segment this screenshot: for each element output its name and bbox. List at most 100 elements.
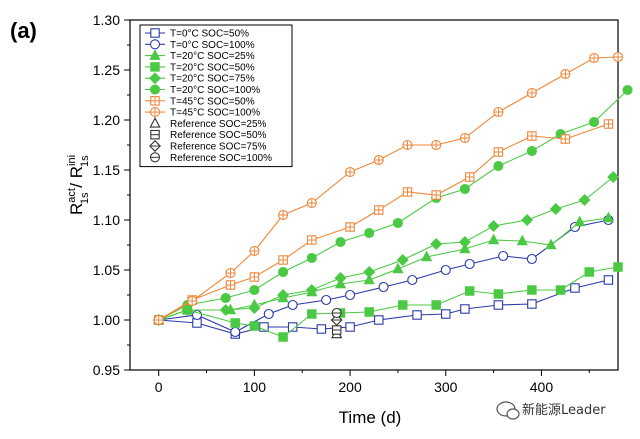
- data-point: [493, 289, 504, 299]
- legend-label: T=20°C SOC=25%: [170, 51, 255, 62]
- data-point: [149, 84, 161, 95]
- data-point: [487, 233, 500, 245]
- marker-shape: [230, 318, 241, 328]
- data-point: [493, 300, 504, 310]
- data-point: [549, 203, 562, 215]
- data-point: [493, 106, 504, 118]
- marker-shape: [555, 285, 566, 295]
- marker-shape: [574, 215, 586, 227]
- y-tick-label: 1.20: [93, 112, 120, 128]
- data-point: [334, 272, 347, 284]
- marker-shape: [397, 300, 408, 310]
- data-point: [602, 211, 615, 223]
- data-point: [396, 254, 409, 266]
- marker-shape: [392, 262, 404, 274]
- data-point: [153, 314, 164, 326]
- legend-label: T=0°C SOC=50%: [170, 29, 249, 40]
- data-point: [306, 197, 317, 209]
- legend-item: T=45°C SOC=100%: [145, 107, 260, 119]
- marker-shape: [335, 236, 346, 248]
- marker-shape: [364, 227, 375, 239]
- marker-shape: [345, 289, 356, 301]
- marker-shape: [249, 284, 260, 296]
- series-6: [153, 119, 614, 325]
- y-axis-title-main: R: [67, 203, 86, 215]
- marker-shape: [263, 308, 274, 320]
- y-tick-label: 1.30: [93, 12, 120, 28]
- data-point: [431, 190, 441, 200]
- plot-area: 0.95 1.00 1.05 1.10 1.15 1.20 1.25 1.30 0 100 200 3…: [93, 12, 633, 395]
- legend-label: T=20°C SOC=50%: [170, 62, 255, 73]
- marker-shape: [460, 304, 470, 314]
- legend-label: T=20°C SOC=75%: [170, 74, 255, 85]
- data-point: [493, 147, 504, 157]
- data-point: [305, 284, 318, 296]
- data-point: [493, 160, 504, 172]
- data-point: [192, 318, 202, 328]
- marker-shape: [493, 300, 504, 310]
- data-point: [331, 325, 342, 335]
- marker-shape: [378, 281, 389, 293]
- data-point: [392, 262, 404, 274]
- data-point: [421, 250, 433, 262]
- series-line: [158, 89, 628, 321]
- data-point: [526, 87, 537, 99]
- marker-shape: [278, 332, 288, 342]
- marker-shape: [396, 254, 409, 266]
- data-point: [364, 227, 375, 239]
- data-point: [316, 324, 327, 334]
- y-axis-title-sup2: ini: [66, 155, 78, 166]
- marker-shape: [431, 300, 441, 310]
- legend-label: Reference SOC=75%: [170, 142, 267, 153]
- data-point: [431, 300, 441, 310]
- data-point: [459, 132, 470, 144]
- watermark-text: 新能源Leader: [522, 402, 606, 418]
- data-point: [277, 289, 290, 301]
- marker-shape: [526, 145, 537, 157]
- y-tick-label: 1.25: [93, 62, 120, 78]
- data-point: [527, 131, 537, 141]
- y-tick-label: 1.05: [93, 262, 120, 278]
- data-point: [589, 52, 600, 64]
- marker-shape: [306, 252, 317, 264]
- marker-shape: [149, 72, 161, 85]
- data-point: [574, 215, 586, 227]
- data-point: [374, 315, 384, 325]
- data-point: [555, 285, 566, 295]
- data-point: [149, 117, 161, 128]
- series-9: [331, 325, 342, 335]
- data-point: [464, 172, 475, 182]
- marker-shape: [149, 117, 161, 128]
- marker-shape: [603, 275, 614, 285]
- data-point: [278, 209, 289, 221]
- marker-shape: [149, 84, 161, 95]
- y-axis-title: Ract1s / Rini1s: [66, 155, 91, 215]
- data-point: [521, 214, 534, 226]
- legend-label: T=0°C SOC=100%: [170, 40, 255, 51]
- marker-shape: [526, 253, 537, 265]
- marker-shape: [589, 116, 600, 128]
- marker-shape: [374, 315, 384, 325]
- marker-shape: [578, 194, 591, 206]
- marker-shape: [487, 233, 500, 245]
- marker-shape: [584, 267, 595, 277]
- legend-label: Reference SOC=25%: [170, 119, 267, 130]
- marker-shape: [392, 217, 403, 229]
- data-point: [220, 292, 231, 304]
- marker-shape: [220, 292, 231, 304]
- marker-shape: [345, 322, 355, 332]
- data-point: [526, 253, 537, 265]
- marker-shape: [230, 326, 241, 338]
- marker-shape: [150, 28, 160, 38]
- x-tick-label: 300: [434, 379, 458, 395]
- data-point: [589, 116, 600, 128]
- data-point: [526, 145, 537, 157]
- data-point: [464, 258, 475, 270]
- y-axis-title-sub2: 1s: [79, 155, 91, 167]
- data-point: [374, 205, 384, 215]
- data-point: [307, 309, 317, 319]
- series-7: [153, 51, 624, 326]
- watermark: 新能源Leader: [496, 401, 606, 420]
- data-point: [278, 255, 288, 265]
- data-point: [345, 289, 356, 301]
